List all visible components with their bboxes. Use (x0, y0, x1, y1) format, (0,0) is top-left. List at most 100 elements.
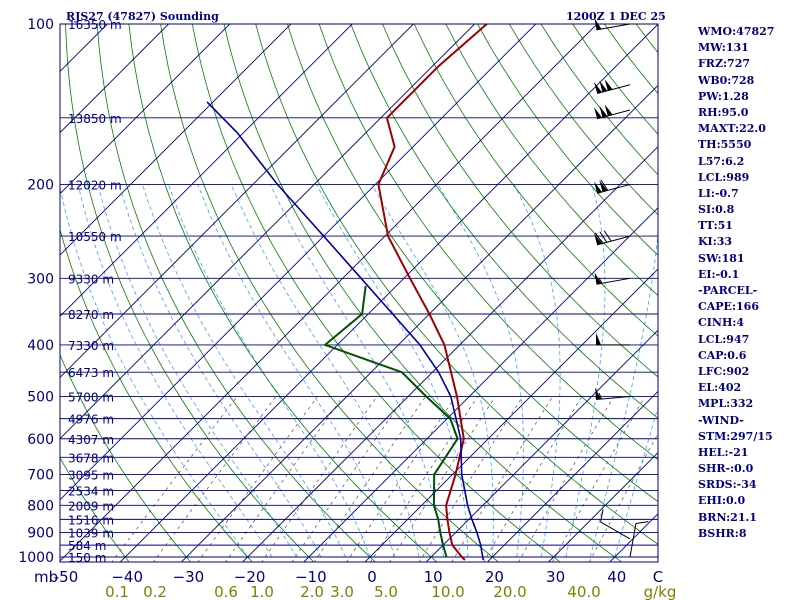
dry-adiabat-line (382, 24, 658, 378)
isotherm-line (241, 145, 658, 562)
wind-barb (596, 332, 630, 346)
dry-adiabat-line (477, 24, 658, 256)
wind-barb-flag (594, 107, 602, 119)
wind-barb-full (600, 509, 604, 523)
isotherm-line (60, 24, 415, 379)
pressure-unit-label: mb (34, 568, 58, 586)
wind-barb-flag (594, 233, 602, 245)
temperature-tick-label: 10 (424, 568, 443, 586)
index-item: SHR-:0.0 (698, 462, 754, 476)
mixing-ratio-line (451, 396, 553, 562)
wind-barb-flag (599, 105, 608, 118)
index-item: PW:1.28 (698, 89, 749, 103)
mixing-ratio-line (588, 432, 658, 562)
isotherm-line (303, 207, 658, 562)
isotherm-line (364, 268, 658, 562)
height-label: 16350 m (68, 18, 122, 32)
index-item: SW:181 (698, 251, 745, 265)
isotherm-line (547, 451, 658, 562)
mixing-ratio-tick-label: 0.6 (214, 583, 238, 600)
wind-barb-staff (596, 277, 631, 285)
isotherm-line (180, 84, 658, 562)
mixing-ratio-tick-label: 0.1 (105, 583, 129, 600)
wind-barb (594, 179, 631, 194)
pressure-tick-label: 100 (27, 17, 54, 33)
mixing-ratio-line (313, 396, 426, 562)
index-item: L57:6.2 (698, 154, 745, 168)
height-label: 2009 m (68, 499, 114, 513)
dry-adiabat-line (60, 457, 130, 562)
wind-barb-staff (629, 523, 637, 558)
index-item: TT:51 (698, 219, 733, 233)
index-item: CINH:4 (698, 316, 745, 330)
parcel-trace (206, 101, 485, 561)
wind-barb (600, 509, 631, 540)
mixing-ratio-line (224, 396, 344, 562)
mixing-ratio-tick-label: 2.0 (300, 583, 324, 600)
mixing-ratio-tick-label: 40.0 (567, 583, 600, 600)
index-item: BSHR:8 (698, 526, 747, 540)
wind-barb-flag (604, 79, 613, 91)
mixing-ratio-unit-label: g/kg (644, 583, 677, 600)
index-item: EI:-0.1 (698, 267, 740, 281)
mixing-ratio-tick-label: 3.0 (330, 583, 354, 600)
wind-barb (594, 104, 631, 120)
wind-barb-full (599, 231, 608, 243)
wind-barb (595, 387, 631, 401)
wind-barb (594, 272, 631, 285)
wind-barb-staff (597, 235, 631, 246)
index-item: FRZ:727 (698, 57, 751, 71)
mixing-ratio-line (291, 396, 406, 562)
temperature-unit-label: C (653, 568, 663, 586)
moist-adiabat-line (142, 184, 346, 558)
wind-barb-flag (596, 332, 601, 345)
wind-barb-flag (594, 272, 602, 285)
index-item: LFC:902 (698, 364, 750, 378)
height-label: 4307 m (68, 433, 114, 447)
height-label: 584 m (68, 539, 106, 553)
mixing-ratio-line (261, 396, 378, 562)
isotherm-line (60, 24, 353, 317)
pressure-tick-label: 400 (27, 338, 54, 354)
mixing-ratio-line (197, 396, 318, 562)
wind-barb-flag (599, 80, 608, 93)
dewpoint-trace (323, 285, 459, 558)
index-item: MPL:332 (698, 397, 754, 411)
temperature-tick-label: 30 (546, 568, 565, 586)
height-label: 1039 m (68, 527, 114, 541)
wind-barb-staff (600, 521, 631, 540)
dry-adiabat-line (255, 24, 658, 545)
mixing-ratio-tick-label: 20.0 (493, 583, 526, 600)
isotherm-line (0, 12, 58, 568)
mixing-ratio-line (483, 396, 583, 562)
height-label: 3678 m (68, 451, 114, 465)
dry-adiabat-line (160, 24, 500, 562)
height-label: 3095 m (68, 468, 114, 482)
index-item: TH:5550 (698, 138, 752, 152)
temperature-tick-label: 40 (607, 568, 626, 586)
isotherm-line (60, 24, 170, 134)
index-item: BRN:21.1 (698, 510, 757, 524)
index-item: -PARCEL- (698, 284, 758, 297)
index-item: SI:0.8 (698, 203, 735, 217)
wind-barb-flag (594, 181, 602, 194)
wind-barb-full (595, 232, 603, 244)
wind-barb (594, 18, 631, 31)
isotherm-line (486, 390, 658, 562)
height-label: 10550 m (68, 230, 122, 244)
mixing-ratio-tick-label: 5.0 (374, 583, 398, 600)
pressure-tick-label: 800 (27, 498, 54, 514)
sounding-indices: WMO:47827 MW:131 FRZ:727 WB0:728 PW:1.28 RH:9… (698, 24, 798, 542)
index-item: WB0:728 (698, 73, 755, 87)
pressure-tick-label: 500 (27, 390, 54, 406)
height-label: 1516 m (68, 513, 114, 527)
wind-barb-full (600, 179, 609, 191)
isotherm-line (60, 24, 537, 501)
isotherm-line (60, 24, 231, 195)
index-item: KI:33 (698, 235, 733, 249)
temperature-tick-label: −10 (295, 568, 327, 586)
index-item: WMO:47827 (698, 25, 775, 38)
isotherm-line (425, 329, 658, 562)
temperature-tick-label: −40 (111, 568, 143, 586)
